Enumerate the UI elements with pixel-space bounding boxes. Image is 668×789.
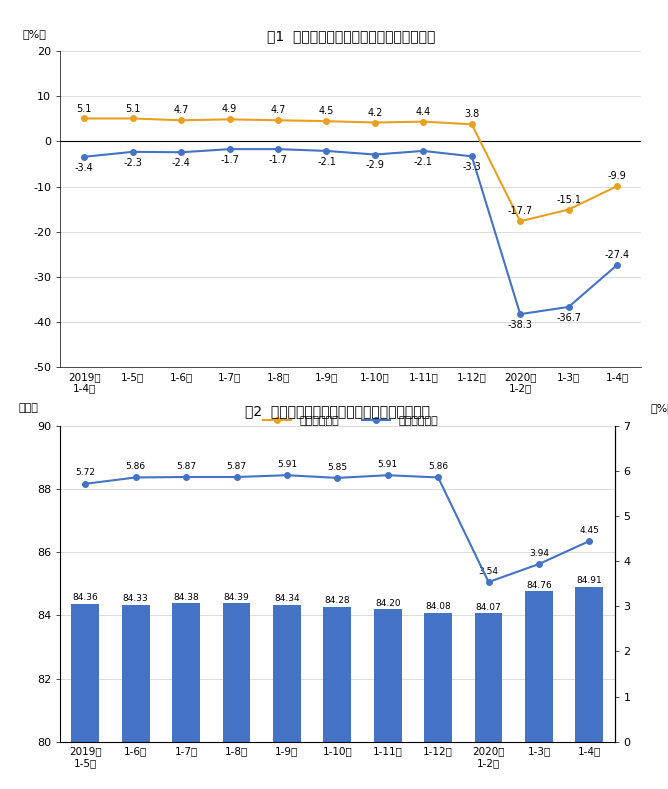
Text: 4.2: 4.2 (367, 107, 383, 118)
Text: 3.94: 3.94 (529, 548, 549, 558)
Text: 84.76: 84.76 (526, 581, 552, 590)
Bar (71, 604, 99, 789)
Text: -2.4: -2.4 (172, 158, 190, 168)
Text: 84.08: 84.08 (426, 602, 451, 611)
Text: 5.91: 5.91 (377, 460, 398, 469)
Text: 84.36: 84.36 (72, 593, 98, 603)
Text: 84.07: 84.07 (476, 603, 502, 611)
Text: 84.39: 84.39 (224, 593, 249, 601)
Text: 5.85: 5.85 (327, 462, 347, 472)
Text: 5.91: 5.91 (277, 460, 297, 469)
Bar (525, 592, 553, 789)
Text: -2.9: -2.9 (365, 160, 384, 170)
Text: 5.1: 5.1 (77, 103, 92, 114)
Text: -9.9: -9.9 (608, 171, 627, 181)
Text: -38.3: -38.3 (508, 320, 532, 330)
Text: （%）: （%） (651, 403, 668, 413)
Text: -36.7: -36.7 (556, 312, 581, 323)
Text: 84.33: 84.33 (123, 594, 148, 604)
Text: 4.5: 4.5 (319, 107, 334, 116)
Bar (122, 605, 150, 789)
Bar (475, 613, 502, 789)
Bar (576, 587, 603, 789)
Legend: 每百元营业收入中的成本（元）, 营业收入利润率（%）: 每百元营业收入中的成本（元）, 营业收入利润率（%） (204, 787, 471, 789)
Text: -2.1: -2.1 (317, 157, 336, 166)
Text: 5.1: 5.1 (125, 103, 140, 114)
Text: 5.86: 5.86 (126, 462, 146, 471)
Text: （元）: （元） (19, 403, 39, 413)
Text: 5.72: 5.72 (75, 469, 96, 477)
Text: 4.4: 4.4 (415, 107, 431, 117)
Text: -1.7: -1.7 (269, 155, 287, 165)
Text: 3.54: 3.54 (478, 567, 498, 576)
Title: 图2  各月累计利润率与每百元营业收入中的成本: 图2 各月累计利润率与每百元营业收入中的成本 (245, 404, 430, 418)
Bar (374, 609, 401, 789)
Bar (424, 613, 452, 789)
Text: 84.34: 84.34 (274, 594, 300, 603)
Text: 84.38: 84.38 (173, 593, 199, 602)
Text: -1.7: -1.7 (220, 155, 239, 165)
Text: 4.7: 4.7 (271, 105, 286, 115)
Text: -27.4: -27.4 (605, 250, 630, 260)
Text: -17.7: -17.7 (508, 206, 533, 216)
Text: -15.1: -15.1 (556, 195, 581, 204)
Text: 4.45: 4.45 (579, 525, 599, 535)
Text: 84.91: 84.91 (576, 576, 603, 585)
Bar (273, 604, 301, 789)
Text: 4.7: 4.7 (174, 105, 189, 115)
Legend: 营业收入增速, 利润总额增速: 营业收入增速, 利润总额增速 (259, 412, 443, 431)
Text: 5.87: 5.87 (226, 462, 246, 471)
Text: -2.1: -2.1 (414, 157, 433, 166)
Bar (172, 604, 200, 789)
Text: 84.28: 84.28 (325, 596, 350, 605)
Text: 84.20: 84.20 (375, 599, 401, 608)
Text: 5.86: 5.86 (428, 462, 448, 471)
Bar (222, 603, 250, 789)
Text: 4.9: 4.9 (222, 104, 237, 114)
Text: （%）: （%） (22, 28, 46, 39)
Text: -3.4: -3.4 (75, 163, 94, 173)
Text: 3.8: 3.8 (464, 110, 480, 119)
Text: 5.87: 5.87 (176, 462, 196, 471)
Text: -2.3: -2.3 (124, 158, 142, 168)
Text: -3.3: -3.3 (462, 163, 481, 172)
Title: 图1  各月累计营业收入与利润总额同比增速: 图1 各月累计营业收入与利润总额同比增速 (267, 29, 435, 43)
Bar (323, 607, 351, 789)
